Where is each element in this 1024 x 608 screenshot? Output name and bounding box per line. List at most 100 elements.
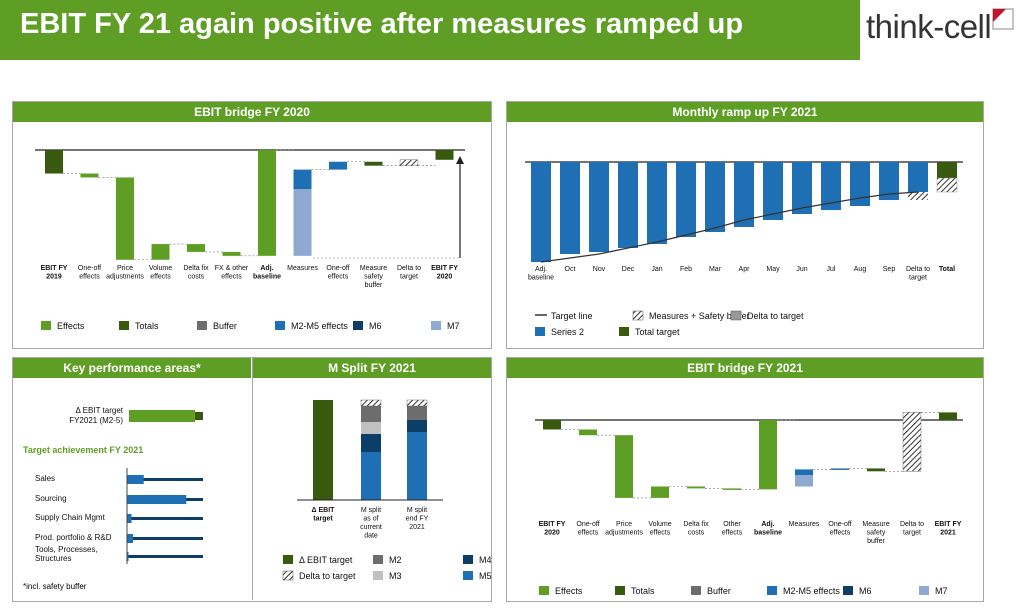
legend-label: Series 2	[551, 327, 584, 337]
bar-segment	[795, 469, 813, 476]
target-heading: Target achievement FY 2021	[23, 445, 143, 455]
stack-segment	[407, 406, 427, 420]
category-label: Delta fix	[183, 265, 209, 272]
legend-label: Totals	[135, 321, 159, 331]
bar	[116, 177, 134, 260]
kpa-track	[127, 478, 203, 481]
kpa-bar	[127, 552, 129, 561]
legend-swatch	[730, 310, 742, 321]
category-label: M split	[407, 507, 427, 514]
category-label: Jul	[827, 266, 836, 273]
category-label: Adj.	[260, 265, 273, 272]
category-label: Other	[723, 521, 741, 528]
category-label: adjustments	[106, 274, 144, 281]
legend-label: M5	[479, 571, 491, 581]
category-label: target	[400, 274, 418, 281]
category-label: 2020	[437, 274, 453, 281]
ebit-target-label: Δ EBIT target	[76, 406, 124, 415]
kpa-track	[127, 555, 203, 558]
stack-segment	[360, 399, 382, 407]
logo-text: think-cell	[866, 8, 992, 45]
category-label: Jun	[796, 266, 807, 273]
category-label: Volume	[648, 521, 671, 528]
legend-label: Target line	[551, 311, 593, 321]
category-label: M split	[361, 507, 381, 514]
title-bar: EBIT FY 21 again positive after measures…	[0, 0, 860, 60]
category-label: 2021	[409, 524, 425, 531]
legend-swatch	[373, 571, 383, 580]
stack-segment	[361, 452, 381, 500]
category-label: Mar	[709, 266, 722, 273]
stack-segment	[407, 420, 427, 432]
bar	[364, 161, 383, 166]
legend-swatch	[843, 586, 853, 595]
bar	[763, 162, 783, 220]
legend-label: Buffer	[213, 321, 237, 331]
ebit-target-end	[195, 412, 203, 420]
category-label: target	[313, 516, 333, 523]
kpa-bar	[127, 475, 144, 484]
legend-label: M3	[389, 571, 402, 581]
category-label: Sep	[883, 266, 896, 273]
total-delta-bar	[936, 177, 958, 193]
legend-label: M2-M5 effects	[291, 321, 348, 331]
category-label: Δ EBIT	[312, 507, 336, 514]
bar	[902, 412, 922, 472]
stack-segment	[407, 432, 427, 500]
category-label: Volume	[149, 265, 172, 272]
legend-swatch	[919, 586, 929, 595]
bar	[80, 173, 99, 178]
legend-swatch	[373, 555, 383, 564]
category-label: 2021	[940, 530, 956, 537]
category-label: Adj.	[761, 521, 774, 528]
category-label: One-off	[828, 521, 851, 528]
category-label: baseline	[253, 274, 281, 281]
category-label: EBIT FY	[935, 521, 962, 528]
ebit-target-label: FY2021 (M2-5)	[69, 416, 123, 425]
legend-label: M6	[369, 321, 382, 331]
category-label: target	[909, 275, 927, 282]
legend-swatch	[282, 570, 294, 581]
stack-segment	[361, 406, 381, 422]
category-label: effects	[328, 274, 349, 281]
legend-swatch	[119, 321, 129, 330]
category-label: One-off	[326, 265, 349, 272]
bar	[579, 429, 597, 436]
category-label: Price	[616, 521, 632, 528]
panel-title-kpa: Key performance areas*	[13, 358, 251, 378]
category-label: end FY	[406, 516, 429, 523]
category-label: EBIT FY	[431, 265, 458, 272]
bar	[222, 251, 241, 256]
bar-segment	[293, 169, 312, 190]
legend-label: Delta to target	[299, 571, 356, 581]
category-label: One-off	[78, 265, 101, 272]
category-label: effects	[150, 274, 171, 281]
bar	[531, 162, 551, 262]
category-label: baseline	[754, 530, 782, 537]
think-cell-logo: think-cell	[866, 4, 1016, 52]
panel-title: EBIT bridge FY 2020	[13, 102, 491, 122]
kpa-label: Prod. portfolio & R&D	[35, 533, 112, 542]
bar	[618, 162, 638, 248]
bar	[187, 244, 205, 252]
kpa-bar	[127, 514, 132, 523]
category-label: effects	[830, 530, 851, 537]
category-label: Adj.	[535, 266, 547, 273]
category-label: Oct	[565, 266, 576, 273]
bar	[676, 162, 696, 237]
category-label: Measure	[862, 521, 889, 528]
ebit-bridge-2020-chart: EBIT FY 2019 One-off effects Price adjustment…	[35, 149, 465, 331]
category-label: Aug	[854, 266, 867, 273]
footnote: *incl. safety buffer	[23, 582, 87, 591]
stack-segment	[313, 400, 333, 500]
legend-swatch	[463, 571, 473, 580]
stack-segment	[361, 434, 381, 452]
target-line	[540, 191, 919, 263]
kpa-label: Sourcing	[35, 494, 67, 503]
category-label: Feb	[680, 266, 692, 273]
panel-ebit-bridge-2021: EBIT bridge FY 2021 EBIT FY 2020 One-off ef…	[506, 357, 984, 602]
legend-swatch	[275, 321, 285, 330]
category-label: Apr	[739, 266, 751, 273]
category-label: May	[766, 266, 780, 273]
